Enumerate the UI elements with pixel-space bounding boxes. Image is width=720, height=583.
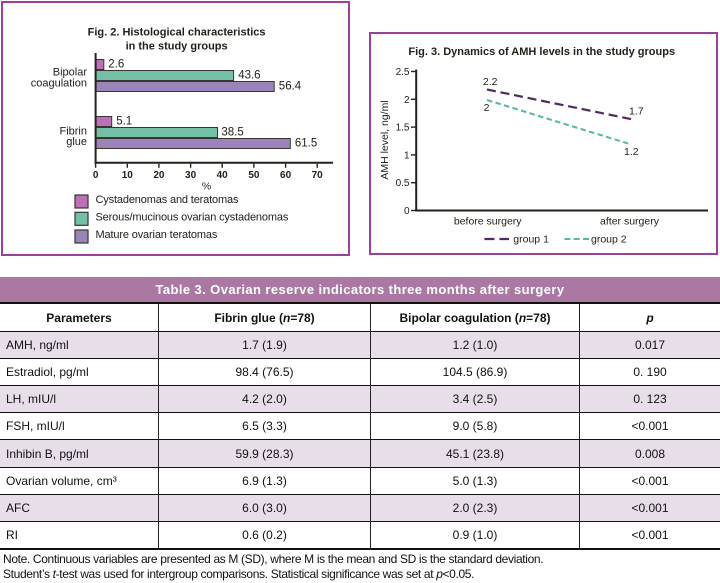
svg-text:before surgery: before surgery bbox=[454, 216, 522, 228]
svg-text:0: 0 bbox=[93, 170, 99, 181]
svg-text:Fig. 3. Dynamics of AMH levels: Fig. 3. Dynamics of AMH levels in the st… bbox=[408, 46, 675, 58]
svg-text:Mature ovarian teratomas: Mature ovarian teratomas bbox=[96, 229, 218, 241]
svg-text:50: 50 bbox=[248, 170, 260, 181]
svg-text:43.6: 43.6 bbox=[238, 70, 260, 82]
svg-text:20: 20 bbox=[153, 170, 165, 181]
svg-text:56.4: 56.4 bbox=[279, 81, 302, 93]
svg-text:2: 2 bbox=[404, 95, 410, 106]
svg-text:1.5: 1.5 bbox=[396, 123, 410, 134]
svg-text:glue: glue bbox=[66, 136, 87, 148]
svg-text:Fibrin: Fibrin bbox=[59, 126, 87, 138]
svg-text:in the study groups: in the study groups bbox=[126, 41, 228, 53]
svg-text:0: 0 bbox=[404, 206, 410, 217]
svg-text:30: 30 bbox=[185, 170, 197, 181]
svg-text:2.2: 2.2 bbox=[483, 76, 498, 88]
svg-text:1.2: 1.2 bbox=[624, 146, 639, 158]
svg-text:%: % bbox=[202, 181, 211, 193]
svg-text:AMH level, ng/ml: AMH level, ng/ml bbox=[379, 100, 391, 179]
svg-text:2: 2 bbox=[484, 102, 490, 114]
svg-text:70: 70 bbox=[312, 170, 324, 181]
svg-text:Fig. 2. Histological character: Fig. 2. Histological characteristics bbox=[88, 27, 266, 39]
svg-text:Serous/mucinous ovarian cystad: Serous/mucinous ovarian cystadenomas bbox=[96, 211, 289, 223]
svg-text:60: 60 bbox=[280, 170, 292, 181]
svg-text:10: 10 bbox=[122, 170, 134, 181]
svg-text:2.5: 2.5 bbox=[396, 67, 410, 78]
svg-text:38.5: 38.5 bbox=[221, 127, 243, 139]
svg-text:Bipolar: Bipolar bbox=[53, 67, 88, 79]
svg-text:1: 1 bbox=[404, 150, 410, 161]
svg-text:5.1: 5.1 bbox=[116, 116, 132, 128]
svg-text:coagulation: coagulation bbox=[31, 78, 87, 90]
svg-text:0.5: 0.5 bbox=[396, 178, 410, 189]
svg-text:40: 40 bbox=[217, 170, 229, 181]
svg-text:2.6: 2.6 bbox=[108, 59, 124, 71]
svg-text:group 1: group 1 bbox=[513, 234, 549, 246]
svg-text:Cystadenomas and teratomas: Cystadenomas and teratomas bbox=[96, 194, 239, 206]
svg-text:after surgery: after surgery bbox=[600, 216, 660, 228]
svg-text:61.5: 61.5 bbox=[295, 138, 317, 150]
svg-text:1.7: 1.7 bbox=[629, 106, 644, 118]
svg-text:group 2: group 2 bbox=[591, 234, 627, 246]
